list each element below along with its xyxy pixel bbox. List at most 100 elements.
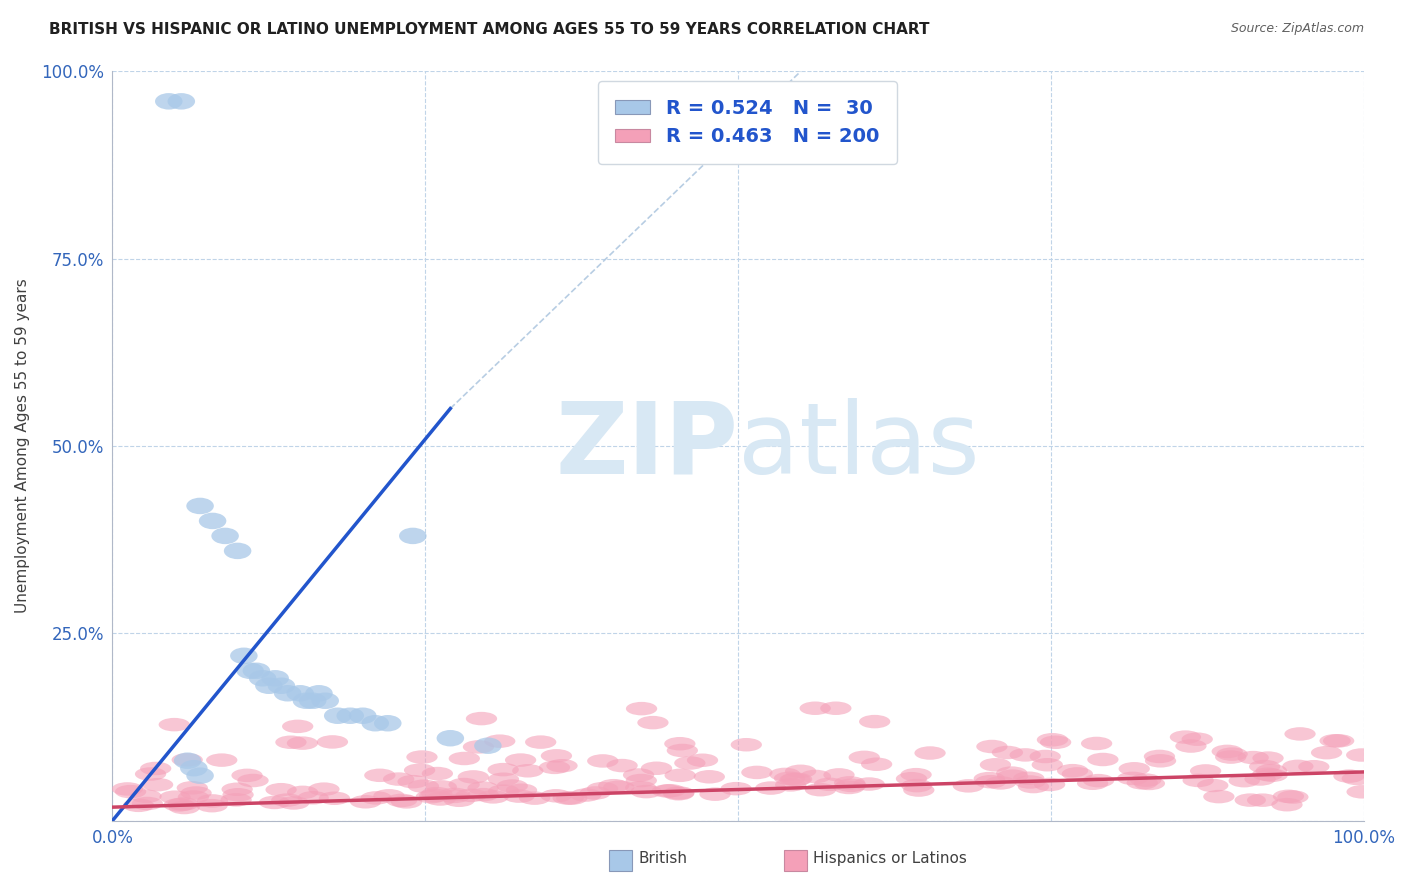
Ellipse shape [606,759,638,772]
Ellipse shape [298,791,329,805]
Ellipse shape [731,738,762,751]
Ellipse shape [474,738,502,754]
Ellipse shape [1333,770,1365,783]
Ellipse shape [488,772,519,786]
Ellipse shape [439,789,470,803]
Ellipse shape [169,801,200,814]
Ellipse shape [449,752,479,765]
Ellipse shape [1181,732,1213,746]
FancyBboxPatch shape [609,850,631,871]
Ellipse shape [769,768,800,781]
Ellipse shape [720,782,752,796]
Ellipse shape [630,785,662,798]
Ellipse shape [249,670,277,687]
Ellipse shape [439,788,470,801]
Ellipse shape [425,792,456,805]
Ellipse shape [586,782,619,796]
Ellipse shape [651,784,683,797]
Ellipse shape [1256,764,1286,778]
Ellipse shape [467,781,499,795]
Ellipse shape [1204,790,1234,804]
Ellipse shape [132,797,163,810]
Ellipse shape [775,778,806,791]
Y-axis label: Unemployment Among Ages 55 to 59 years: Unemployment Among Ages 55 to 59 years [15,278,30,614]
Ellipse shape [1062,767,1092,780]
Ellipse shape [986,776,1017,789]
Ellipse shape [187,767,214,784]
Ellipse shape [292,692,321,709]
Ellipse shape [259,796,290,809]
Ellipse shape [222,788,253,802]
Ellipse shape [901,779,932,792]
Ellipse shape [1077,777,1108,790]
Ellipse shape [976,775,1007,789]
Ellipse shape [1229,774,1260,788]
Ellipse shape [506,783,537,797]
Ellipse shape [538,761,571,774]
Ellipse shape [463,740,494,754]
Ellipse shape [1277,790,1309,804]
Ellipse shape [374,789,405,803]
Ellipse shape [755,781,786,795]
Ellipse shape [287,737,318,750]
Ellipse shape [598,779,630,792]
Ellipse shape [1175,739,1206,753]
Ellipse shape [1249,760,1281,773]
Ellipse shape [557,791,588,805]
Ellipse shape [1347,785,1378,798]
Ellipse shape [1284,727,1316,740]
Ellipse shape [800,770,831,783]
Ellipse shape [305,685,333,701]
Ellipse shape [741,765,772,779]
Ellipse shape [1033,778,1066,791]
Ellipse shape [167,93,195,110]
Ellipse shape [1189,764,1222,778]
Ellipse shape [997,770,1028,783]
Ellipse shape [662,787,695,800]
Ellipse shape [422,787,453,800]
Ellipse shape [1253,751,1284,764]
Ellipse shape [406,750,437,764]
Ellipse shape [1126,776,1157,789]
Ellipse shape [860,757,893,771]
Ellipse shape [623,768,654,781]
Ellipse shape [1010,748,1040,762]
Ellipse shape [820,701,852,715]
Ellipse shape [853,777,884,791]
Ellipse shape [416,790,447,804]
Ellipse shape [641,762,672,775]
Ellipse shape [1014,775,1046,789]
Ellipse shape [1253,767,1284,781]
Ellipse shape [155,93,183,110]
Ellipse shape [404,764,436,777]
Ellipse shape [1036,733,1069,747]
Ellipse shape [374,715,402,731]
Ellipse shape [779,773,811,787]
Ellipse shape [350,795,381,808]
Ellipse shape [1144,749,1175,764]
Ellipse shape [995,766,1028,780]
Ellipse shape [835,779,866,792]
Ellipse shape [1244,772,1275,786]
Ellipse shape [167,797,198,811]
Ellipse shape [1133,777,1166,790]
Ellipse shape [1081,737,1112,750]
Ellipse shape [1237,751,1268,764]
Ellipse shape [637,716,669,730]
Ellipse shape [283,720,314,733]
Ellipse shape [478,790,509,804]
Ellipse shape [197,799,228,813]
Ellipse shape [1116,772,1149,785]
Ellipse shape [626,702,657,715]
Ellipse shape [814,778,845,791]
Ellipse shape [468,788,499,801]
Ellipse shape [976,739,1008,753]
Ellipse shape [254,678,283,694]
Ellipse shape [519,791,550,805]
Ellipse shape [571,789,602,802]
Ellipse shape [187,498,214,514]
Ellipse shape [312,692,339,709]
Ellipse shape [323,707,352,724]
Ellipse shape [224,542,252,559]
Ellipse shape [141,762,172,775]
